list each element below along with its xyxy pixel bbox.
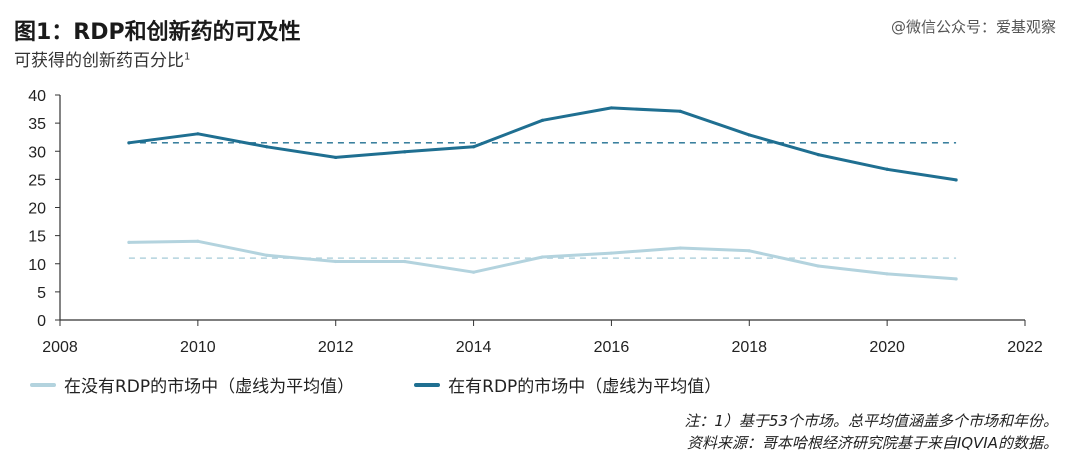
data-point-rdp	[471, 145, 476, 149]
footnote-line-2: 资料来源：哥本哈根经济研究院基于来自IQVIA的数据。	[686, 434, 1058, 452]
data-point-rdp	[747, 133, 751, 137]
data-point-rdp	[265, 145, 269, 149]
data-point-no-rdp	[265, 253, 269, 257]
y-tick-label: 5	[37, 285, 46, 302]
data-point-rdp	[954, 178, 958, 182]
watermark: @微信公众号：爱基观察	[890, 18, 1056, 36]
x-tick-label: 2016	[594, 339, 630, 356]
subtitle-footnote-marker: 1	[184, 51, 191, 63]
y-tick-label: 35	[28, 116, 46, 133]
legend-item-no-rdp: 在没有RDP的市场中（虚线为平均值）	[30, 372, 354, 397]
data-point-no-rdp	[816, 264, 820, 268]
chart-subtitle: 可获得的创新药百分比1	[14, 46, 190, 71]
data-point-rdp	[403, 150, 407, 154]
data-point-rdp	[540, 118, 545, 122]
data-point-no-rdp	[678, 246, 682, 250]
series-line-no-rdp	[127, 239, 958, 281]
data-point-no-rdp	[471, 270, 476, 274]
legend: 在没有RDP的市场中（虚线为平均值） 在有RDP的市场中（虚线为平均值）	[30, 372, 721, 397]
data-point-no-rdp	[127, 240, 131, 244]
y-tick-label: 30	[28, 144, 46, 161]
legend-label-no-rdp: 在没有RDP的市场中（虚线为平均值）	[64, 377, 355, 397]
data-point-rdp	[816, 153, 820, 157]
y-tick-label: 20	[28, 201, 46, 218]
data-point-rdp	[609, 106, 614, 110]
data-point-rdp	[334, 155, 338, 160]
data-point-rdp	[678, 109, 682, 113]
y-tick-label: 40	[28, 88, 46, 105]
data-point-rdp	[196, 132, 200, 136]
data-point-rdp	[127, 141, 131, 145]
x-tick-label: 2010	[180, 339, 216, 356]
y-tick-label: 25	[28, 172, 46, 189]
series-line-rdp	[127, 106, 958, 182]
x-tick-label: 2012	[318, 339, 354, 356]
y-tick-label: 15	[28, 229, 46, 246]
chart-title: 图1：RDP和创新药的可及性	[14, 20, 301, 45]
x-tick-label: 2014	[456, 339, 492, 356]
footnote-line-1: 注：1）基于53个市场。总平均值涵盖多个市场和年份。	[684, 412, 1058, 430]
x-tick-label: 2020	[869, 339, 905, 356]
legend-swatch-rdp	[414, 382, 441, 387]
y-tick-label: 10	[28, 257, 46, 274]
data-point-no-rdp	[196, 239, 200, 243]
y-tick-label: 0	[37, 313, 46, 330]
footnotes: 注：1）基于53个市场。总平均值涵盖多个市场和年份。 资料来源：哥本哈根经济研究…	[684, 410, 1058, 454]
data-point-no-rdp	[747, 249, 751, 253]
data-point-no-rdp	[334, 259, 338, 264]
x-tick-label: 2008	[42, 339, 78, 356]
data-point-no-rdp	[609, 251, 614, 255]
data-point-no-rdp	[540, 255, 545, 259]
subtitle-text: 可获得的创新药百分比	[14, 51, 184, 71]
x-tick-label: 2018	[731, 339, 767, 356]
data-point-rdp	[885, 167, 889, 171]
legend-swatch-no-rdp	[30, 382, 56, 387]
x-tick-label: 2022	[1007, 339, 1043, 356]
data-point-no-rdp	[885, 272, 889, 276]
legend-label-rdp: 在有RDP的市场中（虚线为平均值）	[448, 377, 722, 397]
data-point-no-rdp	[954, 277, 958, 281]
data-point-no-rdp	[403, 259, 407, 264]
legend-item-rdp: 在有RDP的市场中（虚线为平均值）	[414, 372, 721, 397]
